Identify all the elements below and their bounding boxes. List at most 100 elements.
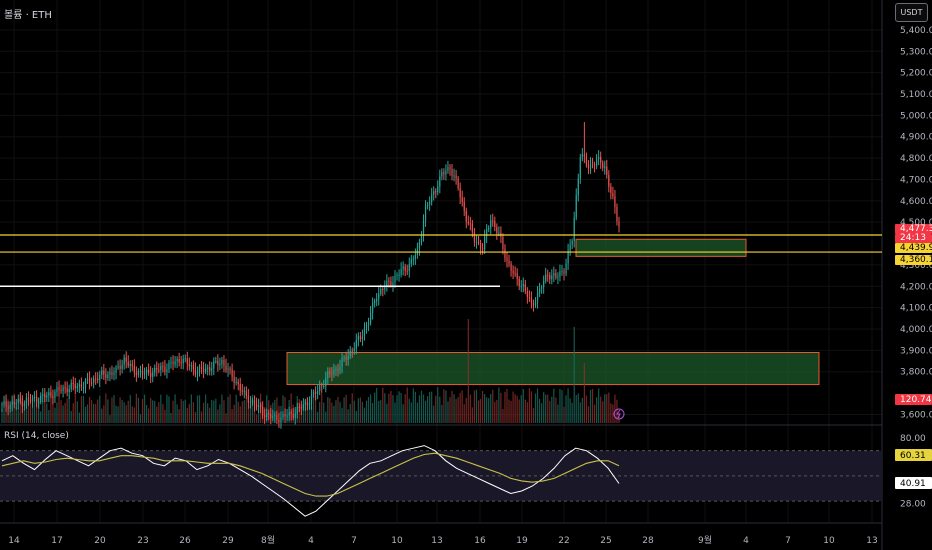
candle-body	[119, 366, 121, 369]
countdown-badge-bg	[895, 234, 932, 243]
candle-body	[56, 387, 58, 392]
symbol-title[interactable]: 볼륨 · ETH	[4, 10, 52, 21]
volume-bar	[579, 402, 581, 423]
time-axis[interactable]: 14 17 20 23 26 29 8월 4 7 10 13 16 19 22 25 28 9월 4 7 10 13	[8, 534, 877, 546]
volume-bar	[282, 395, 284, 423]
volume-bar	[219, 404, 221, 423]
candle-body	[145, 369, 148, 374]
volume-bar	[29, 400, 32, 423]
candle-body	[180, 362, 182, 364]
candle-body	[90, 382, 93, 384]
candle-body	[139, 370, 142, 372]
candle-body	[141, 370, 144, 375]
candle-body	[25, 398, 28, 404]
candle-body	[101, 370, 103, 375]
volume-bar	[404, 394, 406, 423]
candle-body	[174, 361, 176, 365]
time-tick-label: 25	[600, 536, 611, 546]
candle-body	[127, 361, 129, 366]
candle-body	[502, 236, 504, 249]
volume-bar	[141, 399, 144, 423]
candle-body	[467, 221, 469, 224]
volume-bar	[433, 405, 435, 423]
candle-body	[571, 240, 573, 245]
price-tick-label: 4,700.00	[900, 175, 932, 185]
candle-body	[561, 271, 563, 273]
volume-bar	[109, 415, 111, 423]
volume-bar	[23, 408, 26, 423]
candle-body	[168, 362, 170, 370]
volume-bar	[323, 402, 325, 423]
candle-body	[567, 250, 569, 264]
volume-bar	[449, 397, 451, 423]
rsi-value-badge: 60.31	[900, 451, 926, 461]
price-tick-label: 5,400.00	[900, 26, 932, 36]
volume-bar	[492, 389, 494, 423]
candle-body	[166, 369, 168, 372]
candle-body	[105, 374, 107, 378]
price-axis[interactable]: 5,400.00 5,300.00 5,200.00 5,100.00 5,000.00…	[900, 26, 932, 510]
candle-body	[160, 366, 162, 371]
volume-bar	[406, 387, 408, 423]
volume-bar	[93, 403, 95, 423]
volume-bar	[477, 400, 480, 423]
candle-body	[280, 417, 282, 423]
volume-bar	[408, 398, 410, 423]
candle-body	[264, 415, 266, 418]
candle-body	[27, 398, 30, 400]
candle-body	[36, 396, 38, 403]
volume-bar	[46, 403, 48, 423]
volume-bar	[400, 392, 402, 423]
rsi-title[interactable]: RSI (14, close)	[4, 431, 69, 441]
candle-body	[243, 390, 245, 392]
candle-body	[52, 395, 54, 398]
candle-body	[72, 382, 74, 385]
candle-body	[192, 365, 195, 370]
candle-body	[518, 278, 520, 287]
volume-bar	[504, 391, 506, 423]
candle-body	[483, 236, 486, 250]
volume-bar	[557, 404, 559, 423]
volume-bar	[429, 391, 431, 423]
candle-body	[569, 244, 571, 251]
candle-body	[46, 395, 48, 398]
candle-body	[492, 220, 494, 222]
candle-body	[380, 289, 382, 294]
volume-bar	[27, 396, 30, 423]
candle-body	[595, 159, 598, 166]
volume-bar	[357, 398, 359, 423]
candle-body	[219, 363, 221, 366]
volume-bar	[121, 400, 123, 423]
volume-bar	[502, 409, 504, 423]
volume-bar	[276, 397, 278, 423]
candle-body	[88, 378, 91, 383]
currency-button[interactable]: USDT	[895, 3, 928, 22]
volume-bar	[589, 389, 592, 423]
volume-bar	[178, 409, 180, 423]
candle-body	[378, 293, 380, 299]
volume-bar	[347, 409, 349, 423]
volume-bar	[154, 400, 156, 423]
volume-bar	[333, 405, 335, 423]
volume-bar	[471, 407, 473, 423]
rsi-tick-label: 28.00	[900, 500, 926, 510]
volume-bar	[602, 401, 604, 423]
rsi-ma-line	[1, 452, 620, 497]
volume-bar	[577, 393, 579, 423]
candle-body	[148, 369, 150, 373]
volume-bar	[614, 394, 616, 423]
volume-bar	[390, 390, 392, 423]
candle-body	[95, 378, 97, 380]
candle-body	[371, 302, 374, 313]
volume-bar	[17, 407, 19, 423]
volume-bar	[451, 390, 453, 423]
candle-body	[547, 274, 549, 276]
candle-body	[459, 188, 461, 198]
volume-bar	[113, 395, 115, 423]
candle-body	[29, 399, 32, 401]
candle-body	[333, 369, 335, 375]
volume-bar	[117, 406, 119, 423]
candle-body	[506, 258, 508, 261]
volume-bar	[416, 402, 419, 423]
